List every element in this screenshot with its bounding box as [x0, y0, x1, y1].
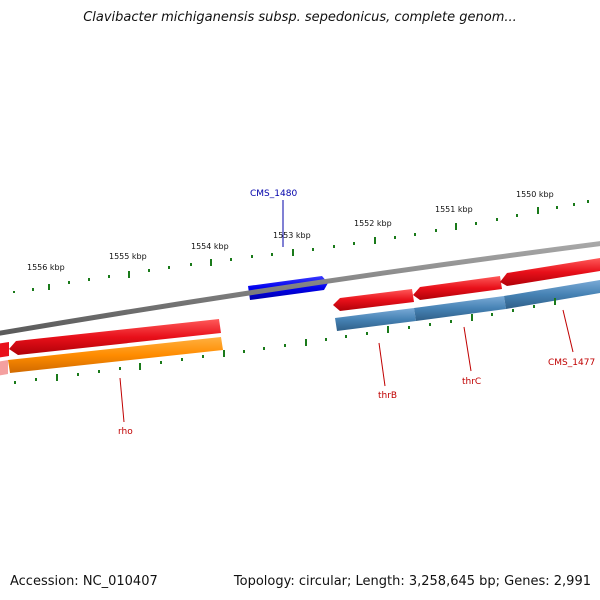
tick-ring: [13, 200, 589, 293]
gene-feature[interactable]: [0, 360, 8, 376]
topology-label: Topology: circular; Length: 3,258,645 bp…: [233, 574, 591, 589]
map-title: Clavibacter michiganensis subsp. sepedon…: [83, 10, 517, 25]
cds-feature[interactable]: [9, 319, 221, 355]
cds-feature[interactable]: [333, 289, 414, 311]
cms-1480-label[interactable]: CMS_1480: [250, 189, 297, 199]
cds-feature[interactable]: [413, 276, 502, 300]
cds-feature[interactable]: [500, 258, 600, 286]
tick-label: 1553 kbp: [273, 231, 311, 240]
thrC-label[interactable]: thrC: [462, 377, 481, 387]
rho-leader: [119, 377, 125, 423]
thrC-leader: [463, 326, 472, 372]
tick-label: 1554 kbp: [191, 242, 229, 251]
cms-1477-feature[interactable]: [504, 280, 600, 309]
thrB-label[interactable]: thrB: [378, 391, 397, 401]
thrB-leader: [378, 342, 386, 387]
tick-label: 1552 kbp: [354, 219, 392, 228]
accession-label: Accession: NC_010407: [10, 574, 158, 589]
cms-1477-label[interactable]: CMS_1477: [548, 358, 595, 368]
cds-feature[interactable]: [0, 342, 9, 358]
rho-feature[interactable]: [8, 337, 223, 373]
thrC-feature[interactable]: [414, 296, 506, 321]
tick-label: 1556 kbp: [27, 263, 65, 272]
rho-label[interactable]: rho: [118, 427, 133, 437]
cms-1477-leader: [562, 309, 574, 353]
tick-label: 1555 kbp: [109, 252, 147, 261]
tick-label: 1550 kbp: [516, 190, 554, 199]
reverse-cds-track: [0, 258, 600, 358]
thrB-feature[interactable]: [335, 308, 416, 331]
tick-label: 1551 kbp: [435, 205, 473, 214]
genome-backbone: [0, 241, 600, 336]
gene-track: [0, 280, 600, 376]
inner-tick-ring: [14, 298, 556, 384]
